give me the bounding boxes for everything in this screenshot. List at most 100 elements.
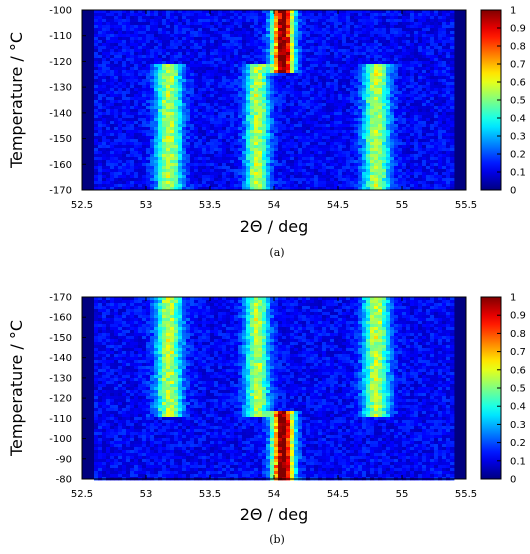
heatmap-cell — [382, 118, 387, 122]
heatmap-cell — [178, 100, 183, 104]
heatmap-cell — [442, 82, 447, 86]
heatmap-cell — [330, 100, 335, 104]
heatmap-cell — [394, 115, 399, 119]
heatmap-cell — [162, 130, 167, 134]
heatmap-cell — [138, 64, 143, 68]
heatmap-cell — [414, 151, 419, 155]
heatmap-cell — [306, 154, 311, 158]
heatmap-cell — [414, 160, 419, 164]
heatmap-cell — [190, 16, 195, 20]
heatmap-cell — [330, 91, 335, 95]
heatmap-cell — [158, 16, 163, 20]
heatmap-cell — [122, 163, 127, 167]
heatmap-cell — [394, 37, 399, 41]
heatmap-cell — [354, 103, 359, 107]
heatmap-cell — [314, 103, 319, 107]
heatmap-cell — [118, 67, 123, 71]
heatmap-cell — [194, 76, 199, 80]
heatmap-cell — [230, 136, 235, 140]
heatmap-cell — [250, 49, 255, 53]
heatmap-cell — [342, 79, 347, 83]
heatmap-cell — [114, 94, 119, 98]
heatmap-cell — [374, 13, 379, 17]
heatmap-cell — [438, 16, 443, 20]
heatmap-cell — [418, 37, 423, 41]
heatmap-cell — [202, 43, 207, 47]
heatmap-cell — [214, 145, 219, 149]
heatmap-cell — [174, 106, 179, 110]
heatmap-cell — [358, 28, 363, 32]
heatmap-cell — [258, 64, 263, 68]
heatmap-cell — [234, 64, 239, 68]
heatmap-cell — [170, 76, 175, 80]
heatmap-cell — [106, 175, 111, 179]
heatmap-cell — [186, 175, 191, 179]
heatmap-cell — [98, 46, 103, 50]
heatmap-cell — [290, 160, 295, 164]
heatmap-cell — [310, 76, 315, 80]
heatmap-cell — [354, 118, 359, 122]
heatmap-cell — [386, 82, 391, 86]
heatmap-cell — [138, 100, 143, 104]
heatmap-cell — [250, 55, 255, 59]
heatmap-cell — [194, 88, 199, 92]
heatmap-cell — [242, 73, 247, 77]
heatmap-cell — [218, 175, 223, 179]
heatmap-cell — [146, 166, 151, 170]
heatmap-cell — [130, 19, 135, 23]
heatmap-cell — [154, 55, 159, 59]
heatmap-cell — [338, 79, 343, 83]
heatmap-cell — [318, 163, 323, 167]
heatmap-cell — [210, 22, 215, 26]
heatmap-cell — [118, 133, 123, 137]
heatmap-cell — [102, 67, 107, 71]
heatmap-cell — [354, 109, 359, 113]
heatmap-cell — [346, 70, 351, 74]
heatmap-cell — [146, 106, 151, 110]
heatmap-cell — [274, 61, 279, 65]
heatmap-cell — [258, 28, 263, 32]
heatmap-cell — [94, 124, 99, 128]
heatmap-cell — [110, 97, 115, 101]
heatmap-cell — [186, 37, 191, 41]
heatmap-cell — [198, 40, 203, 44]
heatmap-cell — [250, 58, 255, 62]
heatmap-cell — [266, 58, 271, 62]
heatmap-cell — [370, 82, 375, 86]
heatmap-cell — [414, 169, 419, 173]
heatmap-cell — [346, 64, 351, 68]
heatmap-cell — [362, 34, 367, 38]
heatmap-cell — [154, 127, 159, 131]
heatmap-cell — [278, 112, 283, 116]
heatmap-cell — [202, 64, 207, 68]
heatmap-cell — [178, 76, 183, 80]
heatmap-cell — [322, 49, 327, 53]
heatmap-cell — [438, 136, 443, 140]
heatmap-cell — [374, 16, 379, 20]
heatmap-cell — [290, 13, 295, 17]
heatmap-cell — [302, 109, 307, 113]
heatmap-cell — [286, 82, 291, 86]
heatmap-cell — [290, 70, 295, 74]
heatmap-cell — [338, 109, 343, 113]
heatmap-cell — [430, 52, 435, 56]
heatmap-cell — [198, 67, 203, 71]
heatmap-cell — [226, 145, 231, 149]
heatmap-cell — [362, 19, 367, 23]
heatmap-cell — [210, 142, 215, 146]
heatmap-cell — [166, 118, 171, 122]
heatmap-cell — [154, 121, 159, 125]
heatmap-cell — [102, 112, 107, 116]
heatmap-cell — [370, 40, 375, 44]
heatmap-cell — [142, 145, 147, 149]
heatmap-cell — [266, 103, 271, 107]
heatmap-cell — [370, 106, 375, 110]
heatmap-cell — [94, 136, 99, 140]
heatmap-cell — [358, 109, 363, 113]
heatmap-cell — [238, 127, 243, 131]
heatmap-cell — [426, 118, 431, 122]
heatmap-cell — [398, 40, 403, 44]
heatmap-cell — [182, 166, 187, 170]
heatmap-cell — [442, 106, 447, 110]
heatmap-cell — [138, 52, 143, 56]
